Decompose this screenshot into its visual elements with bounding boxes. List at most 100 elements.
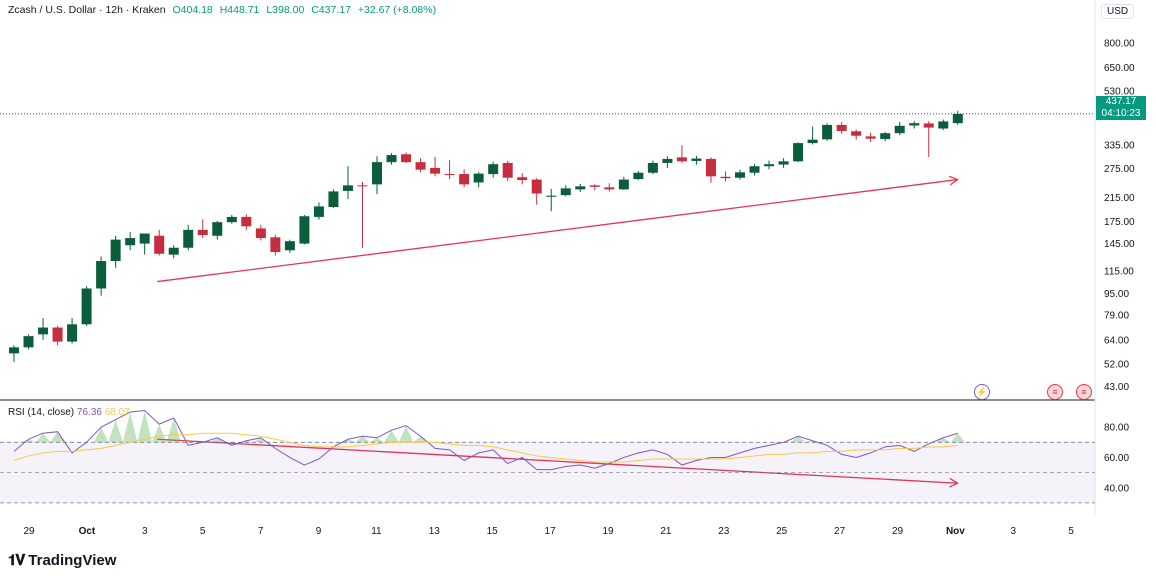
time-tick-label: 17 (545, 526, 557, 537)
candle (313, 202, 324, 220)
candle (328, 189, 339, 209)
candle (52, 325, 63, 346)
rsi-title[interactable]: RSI (14, close) (8, 407, 75, 418)
candle (560, 185, 571, 197)
time-tick-label: 3 (1011, 526, 1017, 537)
rsi-pane (0, 409, 1095, 504)
candle (241, 214, 252, 230)
candle (909, 121, 920, 129)
candle (299, 214, 310, 245)
candle (197, 219, 208, 239)
candle (139, 233, 150, 255)
candle (662, 156, 673, 168)
rsi-tick-label: 60.00 (1104, 453, 1129, 464)
candle (255, 224, 266, 241)
candle (23, 334, 34, 350)
price-tick-label: 145.00 (1104, 239, 1135, 250)
candle (473, 171, 484, 188)
last-price-tag: 437.17 04:10:23 (1096, 96, 1146, 120)
candle (110, 235, 121, 268)
time-tick-label: 11 (371, 526, 382, 537)
candle (618, 176, 629, 190)
price-tick-label: 52.00 (1104, 360, 1129, 371)
time-tick-label: 13 (429, 526, 441, 537)
rsi-line (13, 409, 958, 471)
bar-countdown: 04:10:23 (1101, 108, 1141, 119)
us-flag-event-icon[interactable]: ≡ (1076, 384, 1092, 400)
candle (705, 157, 716, 183)
trend-arrow (157, 438, 959, 488)
candle (226, 214, 237, 224)
candle (372, 156, 382, 195)
candle (822, 123, 833, 141)
time-tick-label: 29 (23, 526, 35, 537)
candle (488, 161, 499, 178)
price-tick-label: 79.00 (1104, 310, 1129, 321)
tradingview-logo-icon: 𝟏𝐕 (8, 552, 25, 569)
rsi-ma-value: 68.07 (104, 407, 130, 418)
time-tick-label: 5 (200, 526, 206, 537)
candle (778, 158, 789, 168)
price-tick-label: 275.00 (1104, 164, 1135, 175)
candle (531, 178, 542, 205)
candle (735, 169, 745, 180)
candle (836, 121, 847, 134)
symbol-title[interactable]: Zcash / U.S. Dollar · 12h · Kraken (8, 4, 166, 16)
candle (546, 188, 557, 212)
candle (676, 145, 687, 163)
candle (880, 131, 891, 142)
price-tick-label: 64.00 (1104, 335, 1129, 346)
candle (691, 155, 702, 165)
candle (386, 153, 397, 165)
price-tick-label: 43.00 (1104, 382, 1129, 393)
us-flag-event-icon[interactable]: ≡ (1047, 384, 1063, 400)
candle (430, 156, 441, 177)
candle (952, 110, 963, 125)
rsi-legend: RSI (14, close) 76.36 68.07 (8, 407, 130, 418)
candle (793, 142, 804, 163)
time-axis[interactable]: 29 Oct 3 5 7 9 11 13 15 17 19 21 23 25 27 29 Nov 3 5 (23, 526, 1074, 537)
price-tick-label: 650.00 (1104, 63, 1135, 74)
rsi-ma-line (13, 432, 958, 463)
price-tick-label: 175.00 (1104, 217, 1135, 228)
candle (807, 126, 818, 145)
candle (96, 256, 107, 296)
price-tick-label: 115.00 (1104, 266, 1134, 277)
candle (342, 166, 353, 199)
candle (154, 229, 165, 256)
price-tick-label: 215.00 (1104, 193, 1135, 204)
candle (401, 152, 412, 163)
rsi-axis[interactable]: 80.00 60.00 40.00 (1104, 423, 1129, 495)
candle (894, 121, 905, 136)
time-tick-label: 23 (718, 526, 730, 537)
brand-name: TradingView (28, 552, 117, 569)
candle (502, 160, 513, 181)
candle (575, 183, 586, 192)
rsi-value: 76.36 (76, 407, 102, 418)
time-tick-label: Nov (946, 526, 965, 537)
open-value: O404.18 (172, 4, 213, 16)
candle (357, 181, 368, 248)
candle (764, 160, 775, 170)
candle (183, 224, 194, 251)
candle (647, 160, 658, 175)
candle (168, 245, 179, 259)
price-tick-label: 800.00 (1104, 38, 1135, 49)
price-axis[interactable]: 800.00 650.00 530.00 335.00 275.00 215.00 175.… (1104, 38, 1135, 393)
candle (923, 121, 934, 157)
candle (212, 220, 223, 240)
high-value: H448.71 (219, 4, 260, 16)
rsi-tick-label: 80.00 (1104, 423, 1129, 434)
lightning-event-icon[interactable]: ⚡ (974, 384, 990, 400)
candle (38, 318, 49, 340)
price-tick-label: 335.00 (1104, 141, 1135, 152)
candle (851, 129, 862, 140)
candle (9, 345, 19, 362)
currency-button[interactable]: USD (1101, 4, 1135, 19)
time-tick-label: 9 (316, 526, 322, 537)
candle (720, 171, 731, 182)
time-tick-label: 15 (487, 526, 499, 537)
time-tick-label: 3 (142, 526, 148, 537)
tradingview-brand[interactable]: 𝟏𝐕 TradingView (8, 552, 116, 569)
